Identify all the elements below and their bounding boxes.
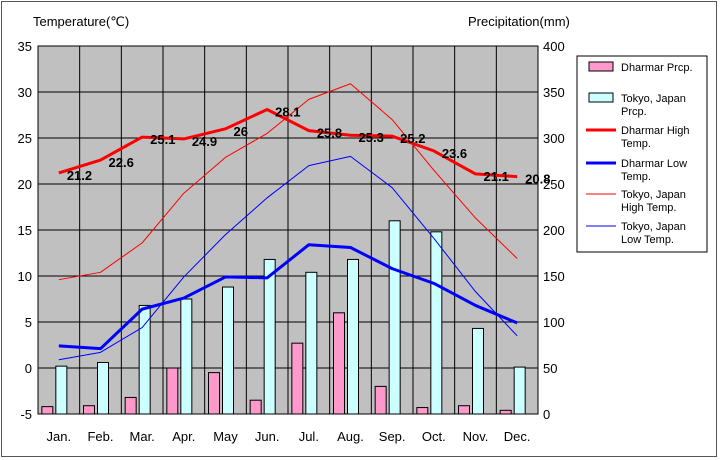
x-tick-label: Mar. [130,429,155,444]
bar-dharmar-prcp-2 [124,396,137,415]
right-tick-label: 0 [543,407,550,422]
legend-swatch-0 [588,61,614,72]
bar-tokyo-prcp-8 [388,220,401,415]
legend-label-5: Tokyo, Japan Low Temp. [621,221,686,246]
right-tick-label: 250 [543,177,565,192]
line-dharmar-high-temp [58,107,518,179]
legend-swatch-1 [588,92,614,103]
label-dharmar-high-4: 26 [234,124,248,139]
bar-dharmar-prcp-5 [249,399,262,415]
bar-tokyo-prcp-6 [305,271,318,415]
x-tick-label: May [213,429,238,444]
label-dharmar-high-6: 25.8 [317,126,342,141]
data-labels: 21.2 22.6 25.1 24.9 26 28.1 25.8 25.3 25.2 23.6 21… [67,104,551,186]
bar-tokyo-prcp-1 [97,361,109,415]
label-dharmar-high-11: 20.8 [525,172,550,187]
x-tick-label: Sep. [379,429,406,444]
bar-tokyo-prcp-2 [138,304,151,415]
x-tick-label: Jan. [47,429,72,444]
label-dharmar-high-1: 22.6 [109,155,134,170]
label-dharmar-high-0: 21.2 [67,168,92,183]
legend-label-1: Tokyo, Japan Prcp. [621,93,686,118]
bar-dharmar-prcp-10 [458,405,470,415]
bar-dharmar-prcp-1 [83,405,95,415]
x-tick-label: Jul. [299,429,319,444]
gridlines [38,45,538,415]
right-tick-label: 350 [543,85,565,100]
legend: Dharmar Prcp. Tokyo, Japan Prcp. Dharmar Hi… [576,55,708,253]
left-tick-label: 0 [25,361,32,376]
bar-dharmar-prcp-9 [416,407,429,415]
left-tick-label: 5 [25,315,32,330]
bar-tokyo-prcp-11 [513,366,526,415]
right-tick-label: 300 [543,131,565,146]
label-dharmar-high-9: 23.6 [442,146,467,161]
bar-tokyo-prcp-0 [55,365,68,415]
bar-tokyo-prcp-7 [347,258,359,415]
left-tick-label: 20 [18,177,32,192]
x-tick-label: Oct. [422,429,446,444]
legend-label-4: Tokyo, Japan High Temp. [621,189,686,214]
right-tick-label: 400 [543,39,565,54]
left-tick-label: -5 [20,407,32,422]
bar-dharmar-prcp-0 [41,406,54,415]
right-tick-label: 150 [543,269,565,284]
right-tick-label: 50 [543,361,557,376]
x-tick-label: Feb. [87,429,113,444]
label-dharmar-high-3: 24.9 [192,134,217,149]
bar-tokyo-prcp-5 [263,258,276,415]
label-dharmar-high-7: 25.3 [359,130,384,145]
x-tick-label: Nov. [463,429,489,444]
legend-label-2: Dharmar High Temp. [621,125,689,150]
left-tick-label: 15 [18,223,32,238]
legend-label-3: Dharmar Low Temp. [621,158,687,183]
temperature-lines [58,83,518,361]
legend-box [576,55,708,253]
label-dharmar-high-10: 21.1 [484,169,509,184]
bar-tokyo-prcp-4 [222,286,234,415]
x-tick-label: Apr. [172,429,195,444]
right-tick-label: 200 [543,223,565,238]
bar-dharmar-prcp-7 [333,312,345,415]
bar-tokyo-prcp-10 [472,327,484,415]
bar-tokyo-prcp-3 [180,298,193,415]
label-dharmar-high-5: 28.1 [275,104,300,119]
precipitation-bars [41,220,526,415]
label-dharmar-high-8: 25.2 [400,131,425,146]
left-tick-label: 35 [18,39,32,54]
left-axis-title: Temperature(℃) [33,14,129,29]
bar-dharmar-prcp-11 [499,409,512,415]
line-dharmar-low-temp [58,243,518,351]
bar-dharmar-prcp-8 [374,385,387,415]
right-axis-title: Precipitation(mm) [468,14,570,29]
x-tick-label: Aug. [337,429,364,444]
axes: -505101520253035050100150200250300350400… [18,39,565,444]
left-tick-label: 10 [18,269,32,284]
bar-dharmar-prcp-3 [166,367,179,415]
line-tokyo-low-temp [58,155,518,361]
legend-label-0: Dharmar Prcp. [621,62,693,74]
left-tick-label: 25 [18,131,32,146]
label-dharmar-high-2: 25.1 [150,132,175,147]
x-tick-label: Jun. [255,429,280,444]
line-tokyo-high-temp [58,83,518,281]
bar-dharmar-prcp-6 [291,342,304,415]
left-tick-label: 30 [18,85,32,100]
bar-tokyo-prcp-9 [430,231,443,415]
x-tick-label: Dec. [504,429,531,444]
bar-dharmar-prcp-4 [208,372,220,415]
right-tick-label: 100 [543,315,565,330]
